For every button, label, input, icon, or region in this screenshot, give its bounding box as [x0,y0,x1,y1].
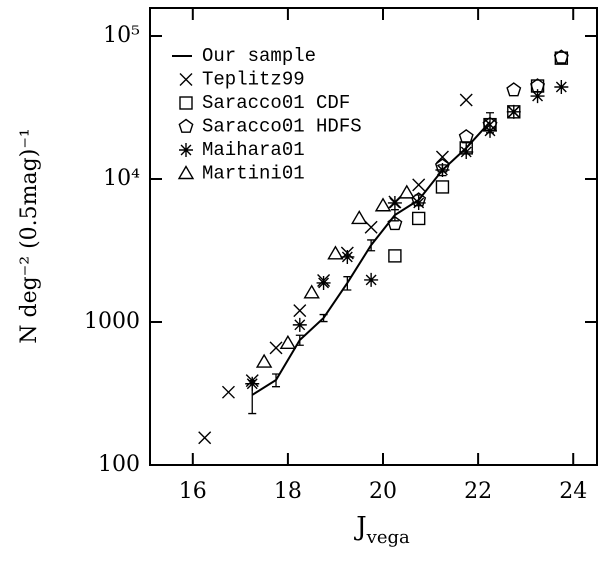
marker-square [411,211,426,226]
marker-triangle [279,334,297,349]
legend-label: Saracco01 HDFS [202,116,362,138]
marker-cross [459,93,473,107]
y-tick-label: 1000 [84,309,140,334]
legend-label: Teplitz99 [202,69,305,91]
marker-pentagon [553,49,569,64]
marker-triangle [351,210,368,225]
marker-pentagon [506,82,522,97]
marker-asterisk [387,195,402,210]
error-bar [295,334,304,346]
x-tick-label: 24 [559,479,587,504]
legend-label: Saracco01 CDF [202,92,350,114]
marker-cross [412,178,426,192]
plot-frame [149,7,598,466]
marker-asterisk [483,123,498,138]
legend-marker [178,118,194,133]
x-tick-label: 18 [274,479,302,504]
marker-asterisk [340,249,355,264]
x-tick-label: 20 [369,479,397,504]
marker-asterisk [364,272,379,287]
legend-label: Maihara01 [202,139,305,161]
error-bar [343,276,352,291]
marker-cross [364,220,378,234]
legend-marker [179,96,193,110]
legend-label: Martini01 [202,163,305,185]
y-tick-label: 10⁵ [103,23,140,48]
marker-triangle [255,353,273,368]
marker-triangle [374,197,392,212]
marker-cross [269,341,283,355]
marker-triangle [303,284,320,299]
legend-label: Our sample [202,45,316,67]
marker-cross [221,385,235,399]
x-label-main: J [353,512,366,542]
marker-triangle [398,184,416,199]
error-bar [272,373,281,388]
marker-asterisk [292,317,307,332]
marker-asterisk [530,89,545,104]
marker-asterisk [316,275,331,290]
marker-asterisk [459,144,474,159]
marker-cross [198,431,212,445]
legend-marker [177,165,195,180]
y-tick-label: 10⁴ [103,166,140,191]
marker-cross [293,304,307,318]
marker-pentagon [458,129,474,144]
x-axis-label: Jvega [353,512,410,548]
marker-asterisk [411,195,426,210]
marker-cross [435,150,449,164]
error-bar [367,239,376,252]
x-tick-label: 16 [179,479,207,504]
y-axis-label: N deg⁻² (0.5mag)⁻¹ [17,128,42,344]
marker-pentagon [387,215,403,231]
marker-square [388,249,402,263]
x-tick-label: 22 [464,479,492,504]
legend-marker [179,143,193,157]
y-tick-label: 100 [98,452,140,477]
marker-square [435,180,450,194]
legend-marker [179,73,193,86]
marker-triangle [327,245,344,260]
x-label-sub: vega [366,527,410,548]
marker-asterisk [506,104,521,119]
marker-asterisk [245,376,260,391]
error-bar [319,313,328,323]
marker-asterisk [554,79,569,94]
marker-asterisk [435,163,450,178]
